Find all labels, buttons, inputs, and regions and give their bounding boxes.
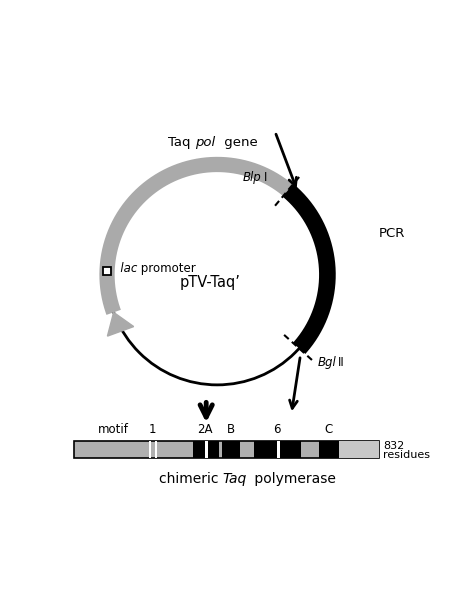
Text: 6: 6 xyxy=(273,424,281,436)
Bar xyxy=(254,441,301,459)
Bar xyxy=(319,441,338,459)
Text: 2A: 2A xyxy=(197,424,213,436)
Text: gene: gene xyxy=(220,136,258,149)
Text: polymerase: polymerase xyxy=(250,472,336,486)
Text: 1: 1 xyxy=(148,424,156,436)
Text: promoter: promoter xyxy=(137,262,196,275)
Text: pol: pol xyxy=(195,136,215,149)
Bar xyxy=(277,441,281,459)
Text: chimeric: chimeric xyxy=(159,472,223,486)
Bar xyxy=(205,441,208,459)
Text: lac: lac xyxy=(118,262,137,275)
Text: I: I xyxy=(264,170,268,184)
Text: motif: motif xyxy=(98,424,129,436)
Text: 832: 832 xyxy=(383,441,404,451)
Bar xyxy=(155,441,157,459)
Bar xyxy=(149,441,151,459)
Text: pTV-Taq’: pTV-Taq’ xyxy=(180,275,240,289)
Text: C: C xyxy=(325,424,333,436)
Bar xyxy=(193,441,219,459)
Bar xyxy=(103,267,111,275)
Text: B: B xyxy=(227,424,235,436)
Text: Taq: Taq xyxy=(223,472,247,486)
Polygon shape xyxy=(108,313,134,336)
Text: II: II xyxy=(338,356,345,369)
Bar xyxy=(222,441,239,459)
Bar xyxy=(338,441,379,459)
Bar xyxy=(74,441,379,459)
Text: Blp: Blp xyxy=(243,170,262,184)
Text: PCR: PCR xyxy=(379,227,405,240)
Text: Taq: Taq xyxy=(168,136,195,149)
Text: Bgl: Bgl xyxy=(317,356,336,369)
Text: residues: residues xyxy=(383,451,430,460)
